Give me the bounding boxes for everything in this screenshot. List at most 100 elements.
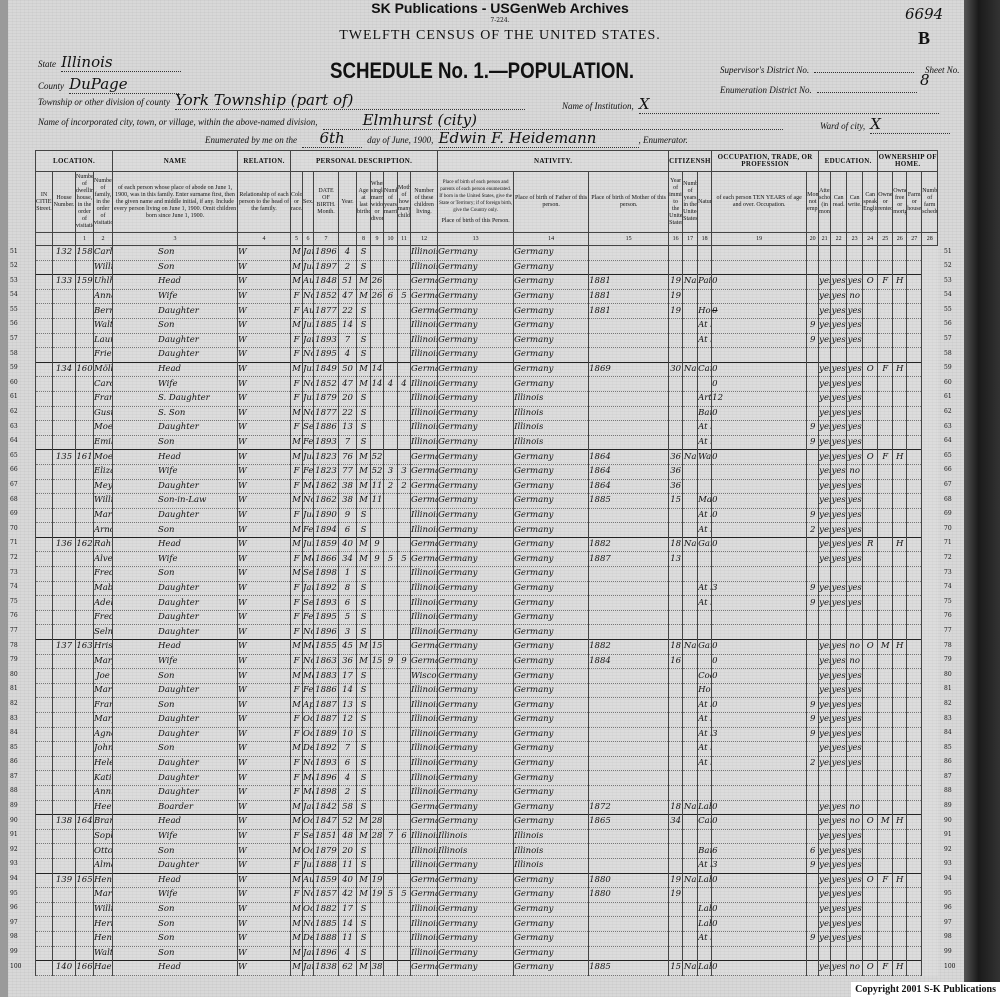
years-in-us	[682, 463, 699, 480]
years-in-us	[682, 712, 699, 728]
children-living: Germany	[409, 887, 439, 903]
line-number-right: 52	[944, 262, 952, 270]
line-number-left: 94	[10, 875, 18, 883]
birthplace-person: Germany	[437, 507, 515, 524]
can-speak-english	[862, 317, 879, 334]
family-number: Agnes	[93, 726, 113, 743]
house-number	[52, 668, 76, 684]
house-number	[52, 609, 76, 626]
birthplace-person: Germany	[437, 551, 515, 568]
children-living: Illinois	[409, 857, 439, 874]
birth-year: 77	[338, 463, 357, 480]
column-header-children-living: Number of these children living.	[409, 171, 439, 233]
county-label: County	[38, 81, 64, 91]
can-write: yes	[846, 930, 864, 947]
naturalization: At school	[697, 755, 713, 772]
table-row: Meyer, DoraDaughterWFMay186238M1122Germa…	[35, 478, 938, 495]
free-mortgaged	[892, 434, 908, 451]
dwelling-number	[75, 259, 94, 276]
children-living: Illinois	[409, 901, 439, 918]
free-mortgaged	[892, 741, 908, 757]
age: S	[356, 857, 371, 874]
table-row: AdeliaDaughterWFSept18936SIllinoisGerman…	[35, 595, 938, 611]
table-row: 140166Haenig, FerdinandHeadWMJan183862M3…	[35, 960, 938, 976]
birth-month: 1886	[313, 682, 339, 699]
marital-status	[370, 245, 384, 261]
name: S. Daughter	[112, 390, 238, 407]
line-number-right: 53	[944, 276, 952, 284]
school-months: yes	[818, 580, 832, 597]
birthplace-mother	[588, 901, 670, 918]
birth-month: 1895	[313, 609, 339, 626]
can-write: yes	[846, 507, 864, 524]
name: Head	[112, 361, 238, 378]
children-born	[397, 595, 411, 611]
months-unemployed	[806, 960, 820, 976]
children-living: Illinois	[409, 712, 439, 728]
immigration-year: 19	[668, 288, 684, 305]
age: S	[356, 595, 371, 611]
dwelling-number: 159	[75, 274, 94, 290]
immigration-year: 36	[668, 449, 684, 465]
can-write: no	[846, 463, 864, 480]
marital-status: 15	[370, 653, 384, 670]
months-unemployed	[806, 463, 820, 480]
color: F	[290, 478, 303, 495]
farm-house	[906, 361, 923, 378]
table-row: Franzen, AmandaS. DaughterWFJune187920SI…	[35, 390, 938, 407]
farm-house	[906, 274, 923, 290]
birth-month: 1823	[313, 449, 339, 465]
children-born	[397, 507, 411, 524]
line-number-left: 85	[10, 743, 18, 751]
table-row: GustavS. SonWMNov187722SIllinoisGermanyI…	[35, 405, 938, 422]
birthplace-person: Germany	[437, 566, 515, 582]
column-header-marital-status: Whether single, married, widowed, or div…	[370, 171, 384, 233]
dwelling-number	[75, 697, 94, 713]
school-months: yes	[818, 726, 832, 743]
column-header-years-married: Number of years married.	[383, 171, 398, 233]
birthplace-person: Germany	[437, 799, 515, 816]
free-mortgaged: H	[892, 274, 908, 290]
children-born	[397, 434, 411, 451]
dwelling-number	[75, 609, 94, 626]
immigration-year: 19	[668, 872, 684, 889]
can-read: yes	[830, 420, 848, 436]
naturalization: At school	[697, 930, 713, 947]
can-write	[846, 770, 864, 786]
school-months: yes	[818, 288, 832, 305]
color: F	[290, 580, 303, 597]
family-number: Alvena	[93, 551, 113, 568]
owned-rented	[877, 463, 894, 480]
birth-year: 17	[338, 901, 357, 918]
naturalization	[697, 653, 713, 670]
birthplace-father: Germany	[513, 507, 590, 524]
occupation	[711, 770, 808, 786]
color: M	[290, 405, 303, 422]
can-write: yes	[846, 668, 864, 684]
years-in-us	[682, 580, 699, 597]
street	[35, 930, 53, 947]
owned-rented	[877, 726, 894, 743]
birth-month: 1890	[313, 507, 339, 524]
owned-rented	[877, 668, 894, 684]
name: Son	[112, 668, 238, 684]
birthplace-mother: 1864	[588, 463, 670, 480]
table-row: 139165Hennert, HermanHeadWMAug185940M19G…	[35, 872, 938, 889]
immigration-year: 36	[668, 463, 684, 480]
free-mortgaged	[892, 712, 908, 728]
can-write: yes	[846, 478, 864, 495]
sex: Dec	[302, 741, 314, 757]
table-row: WilliamSon-in-LawWMNov186238M11GermanyGe…	[35, 493, 938, 509]
house-number: 140	[52, 960, 76, 976]
age: S	[356, 303, 371, 319]
children-born: 4	[397, 376, 411, 392]
months-unemployed: 2	[806, 522, 820, 538]
can-write: no	[846, 799, 864, 816]
owned-rented	[877, 317, 894, 334]
can-speak-english	[862, 493, 879, 509]
column-header-dwelling-number: Number of dwelling house, in the order o…	[75, 171, 94, 233]
can-speak-english	[862, 828, 879, 845]
column-header-free-mortgaged: Owned free or mortgaged.	[892, 171, 908, 233]
years-married	[383, 317, 398, 334]
